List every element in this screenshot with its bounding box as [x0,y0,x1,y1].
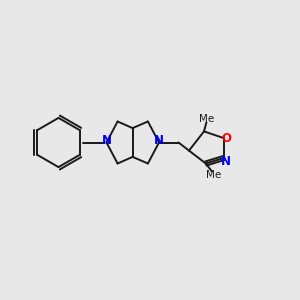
Text: Me: Me [206,170,221,180]
Text: N: N [101,134,112,147]
Text: N: N [154,134,164,147]
Text: O: O [221,131,231,145]
Text: Me: Me [200,114,214,124]
Text: N: N [221,154,231,168]
